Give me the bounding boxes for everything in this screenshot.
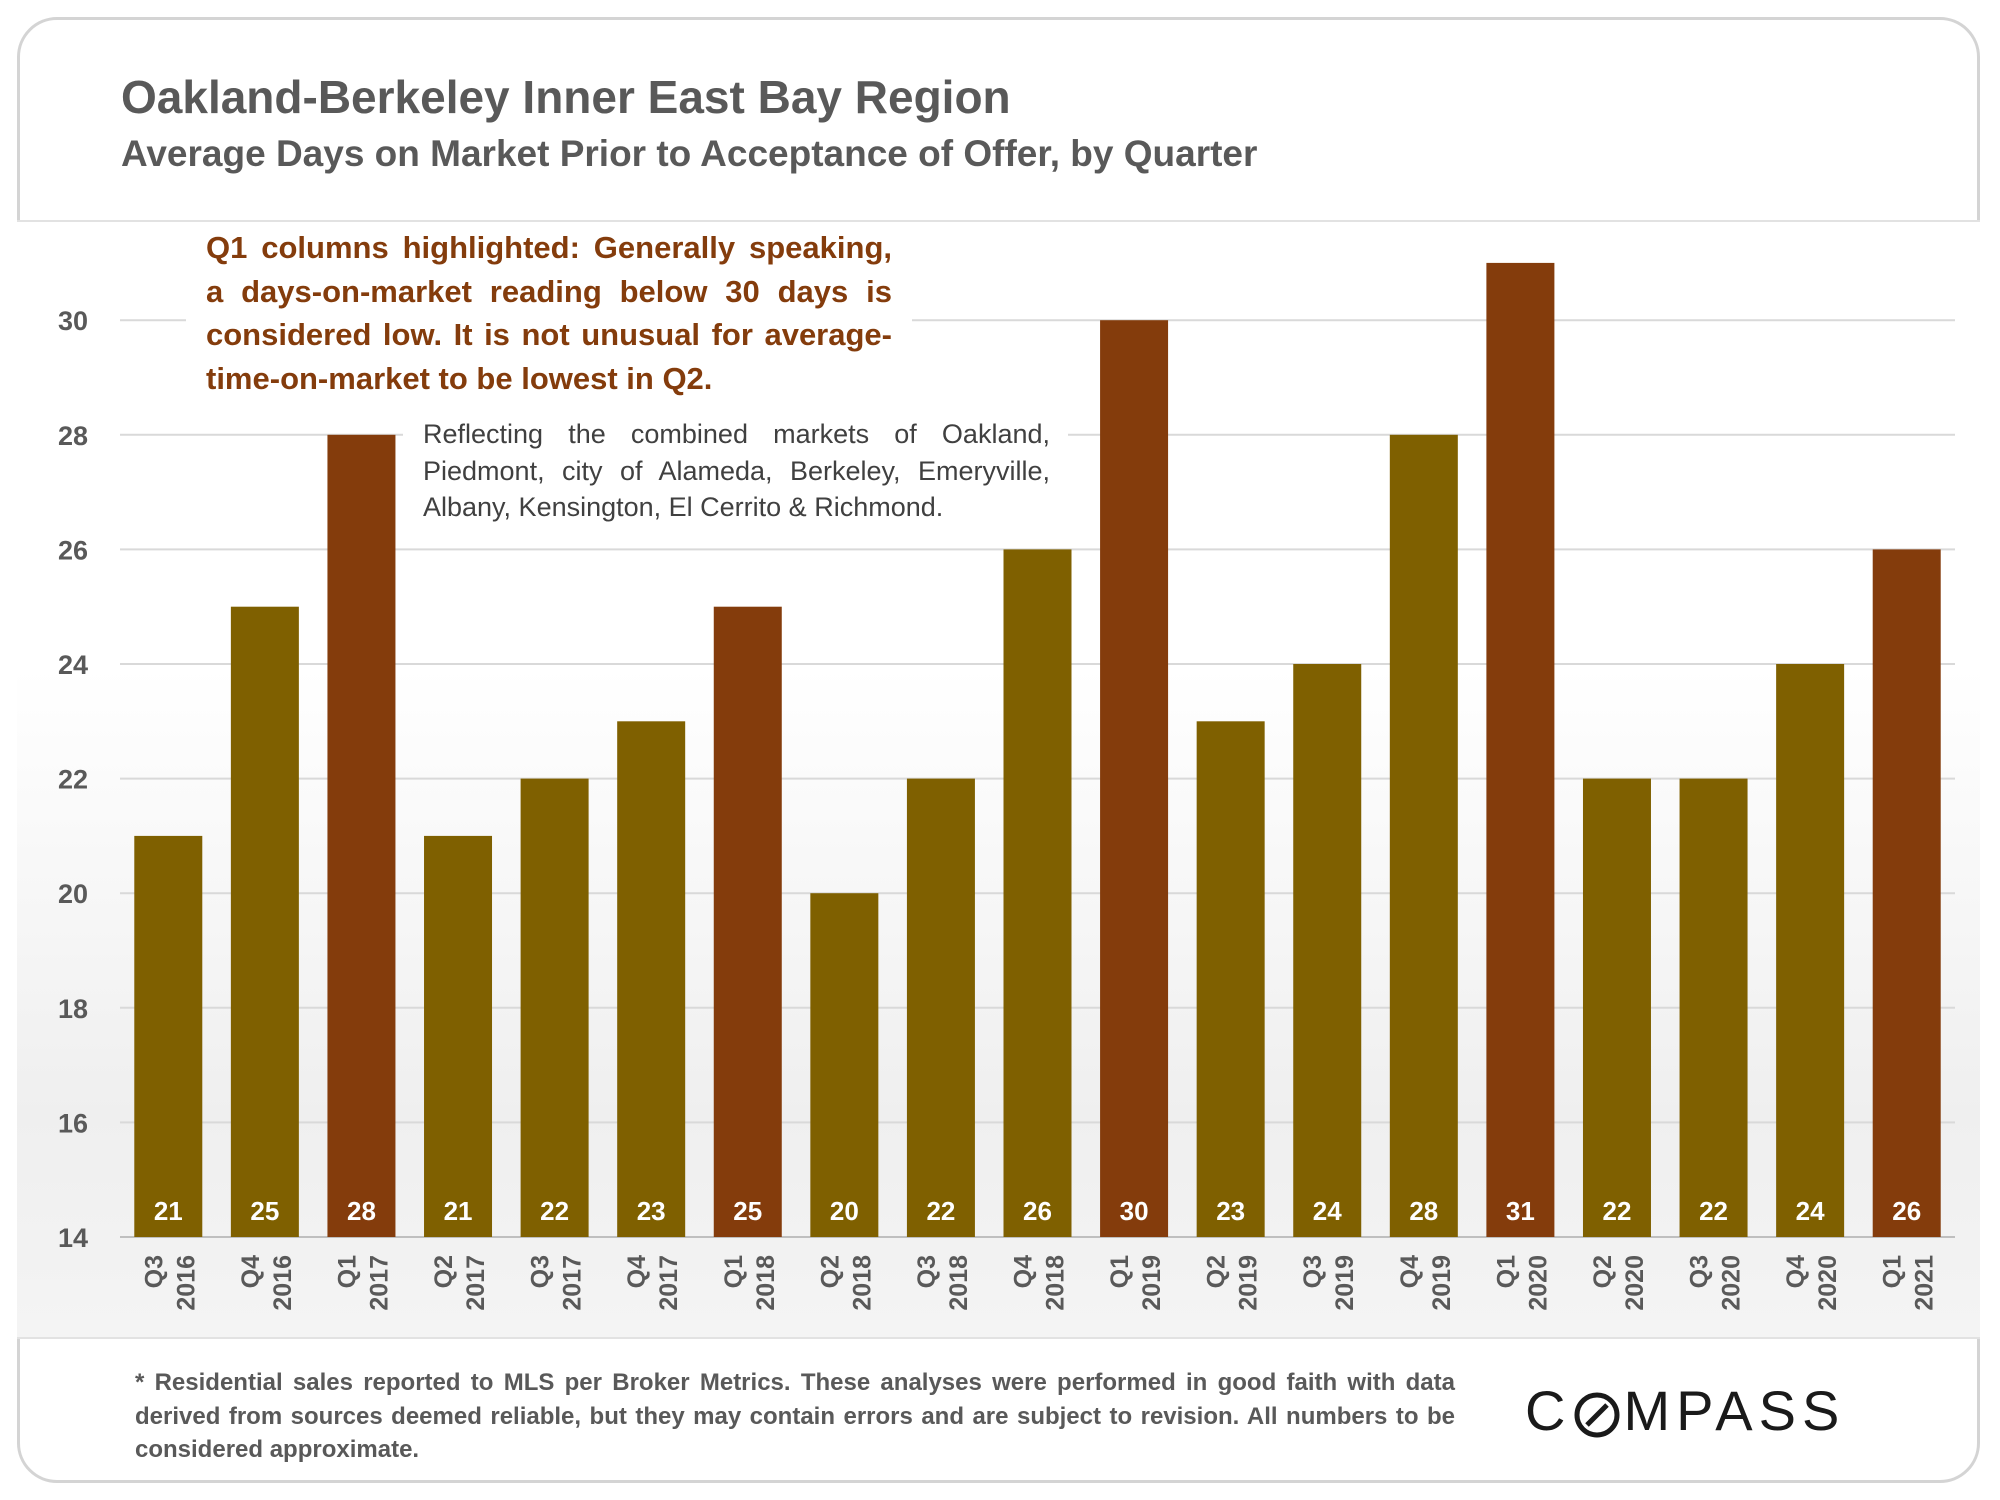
x-tick-year-label: 2017 (365, 1255, 393, 1311)
bar-value-label: 24 (1313, 1196, 1342, 1226)
bar (1776, 664, 1845, 1237)
compass-logo: C MPASS (1525, 1376, 1845, 1446)
bar (1196, 721, 1265, 1237)
x-tick-quarter-label: Q3 (1686, 1255, 1714, 1288)
x-tick-quarter-label: Q1 (1879, 1255, 1907, 1288)
bar (520, 778, 589, 1237)
x-tick-year-label: 2018 (1042, 1255, 1070, 1311)
bar-value-label: 23 (1216, 1196, 1245, 1226)
x-tick-quarter-label: Q2 (816, 1255, 844, 1288)
x-tick-quarter-label: Q1 (720, 1255, 748, 1288)
logo-text-start: C (1525, 1379, 1572, 1442)
footnote: * Residential sales reported to MLS per … (135, 1369, 1455, 1463)
bar-value-label: 28 (347, 1196, 376, 1226)
x-tick-quarter-label: Q3 (140, 1255, 168, 1288)
x-tick-year-label: 2019 (1331, 1255, 1359, 1311)
y-tick-label: 30 (58, 306, 88, 336)
y-tick-label: 14 (58, 1223, 88, 1253)
bar (1003, 549, 1072, 1237)
bar-value-label: 26 (1892, 1196, 1921, 1226)
x-tick-year-label: 2017 (559, 1255, 587, 1311)
bar-value-label: 25 (250, 1196, 279, 1226)
bar (810, 893, 879, 1237)
y-tick-label: 28 (58, 421, 88, 451)
y-tick-label: 22 (58, 765, 88, 795)
x-tick-year-label: 2020 (1718, 1255, 1746, 1311)
x-tick-quarter-label: Q1 (1492, 1255, 1520, 1288)
x-tick-year-label: 2020 (1524, 1255, 1552, 1311)
x-tick-year-label: 2019 (1235, 1255, 1263, 1311)
x-tick-quarter-label: Q4 (1396, 1255, 1424, 1288)
logo-text-end: MPASS (1623, 1379, 1846, 1442)
bar-value-label: 22 (540, 1196, 569, 1226)
x-tick-year-label: 2018 (752, 1255, 780, 1311)
bar (1486, 262, 1555, 1237)
bar (327, 434, 396, 1237)
bar (906, 778, 975, 1237)
bar-value-label: 21 (154, 1196, 183, 1226)
bar (134, 835, 203, 1237)
x-tick-year-label: 2017 (655, 1255, 683, 1311)
y-tick-label: 26 (58, 535, 88, 565)
x-tick-year-label: 2018 (945, 1255, 973, 1311)
x-tick-year-label: 2018 (848, 1255, 876, 1311)
x-tick-quarter-label: Q4 (623, 1255, 651, 1288)
x-tick-quarter-label: Q1 (1106, 1255, 1134, 1288)
bar-value-label: 20 (830, 1196, 859, 1226)
bar (1582, 778, 1651, 1237)
bar (713, 606, 782, 1237)
x-tick-quarter-label: Q3 (1299, 1255, 1327, 1288)
y-tick-label: 16 (58, 1108, 88, 1138)
bar-value-label: 30 (1120, 1196, 1149, 1226)
bar-value-label: 26 (1023, 1196, 1052, 1226)
x-tick-year-label: 2017 (462, 1255, 490, 1311)
x-tick-year-label: 2016 (269, 1255, 297, 1311)
bar (424, 835, 493, 1237)
bar-value-label: 22 (926, 1196, 955, 1226)
bar-value-label: 21 (444, 1196, 473, 1226)
bar (230, 606, 299, 1237)
chart-subtitle: Average Days on Market Prior to Acceptan… (121, 133, 1258, 174)
bar (1679, 778, 1748, 1237)
bar (1100, 320, 1169, 1237)
bar (1389, 434, 1458, 1237)
y-tick-label: 20 (58, 879, 88, 909)
x-tick-quarter-label: Q2 (430, 1255, 458, 1288)
x-tick-year-label: 2016 (172, 1255, 200, 1311)
x-tick-quarter-label: Q4 (1782, 1255, 1810, 1288)
region-annotation: Reflecting the combined markets of Oakla… (403, 410, 1068, 534)
x-tick-year-label: 2020 (1621, 1255, 1649, 1311)
highlight-annotation: Q1 columns highlighted: Generally speaki… (186, 222, 912, 407)
bar-value-label: 24 (1796, 1196, 1825, 1226)
bar-value-label: 23 (637, 1196, 666, 1226)
x-tick-year-label: 2019 (1428, 1255, 1456, 1311)
bar-value-label: 22 (1699, 1196, 1728, 1226)
y-tick-label: 24 (58, 650, 88, 680)
x-tick-year-label: 2021 (1911, 1255, 1939, 1311)
x-tick-quarter-label: Q4 (1010, 1255, 1038, 1288)
bar-value-label: 31 (1506, 1196, 1535, 1226)
compass-o-icon (1574, 1392, 1620, 1438)
y-tick-label: 18 (58, 994, 88, 1024)
x-tick-quarter-label: Q2 (1203, 1255, 1231, 1288)
bar-value-label: 25 (733, 1196, 762, 1226)
x-tick-year-label: 2020 (1814, 1255, 1842, 1311)
x-tick-quarter-label: Q3 (527, 1255, 555, 1288)
bar-value-label: 22 (1603, 1196, 1632, 1226)
x-tick-quarter-label: Q3 (913, 1255, 941, 1288)
chart-title: Oakland-Berkeley Inner East Bay Region (121, 71, 1011, 123)
x-tick-year-label: 2019 (1138, 1255, 1166, 1311)
bar (1872, 549, 1941, 1237)
x-tick-quarter-label: Q4 (237, 1255, 265, 1288)
bar-value-label: 28 (1409, 1196, 1438, 1226)
x-tick-quarter-label: Q1 (333, 1255, 361, 1288)
bar (1293, 664, 1362, 1237)
bar (617, 721, 686, 1237)
x-tick-quarter-label: Q2 (1589, 1255, 1617, 1288)
